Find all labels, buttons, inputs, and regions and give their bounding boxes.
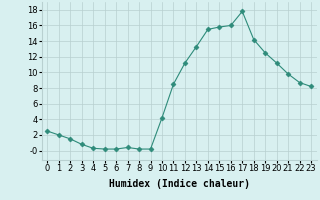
X-axis label: Humidex (Indice chaleur): Humidex (Indice chaleur) [109, 179, 250, 189]
